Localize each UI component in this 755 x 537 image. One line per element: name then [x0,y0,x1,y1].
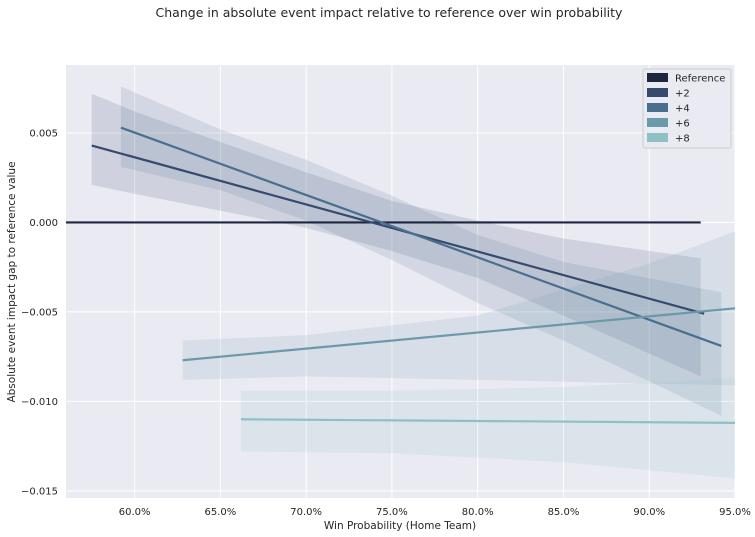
legend-label: +8 [675,134,690,145]
x-tick-label: 90.0% [633,507,665,518]
legend-swatch [647,133,668,142]
y-tick-labels: 0.005 0.000 −0.005 −0.010 −0.015 [21,128,58,497]
y-tick-label: 0.005 [29,128,58,139]
x-tick-label: 80.0% [462,507,494,518]
x-tick-label: 70.0% [290,507,322,518]
y-tick-label: −0.015 [21,486,58,497]
x-tick-label: 65.0% [204,507,236,518]
y-tick-label: −0.010 [21,397,58,408]
regression-lines [66,126,736,424]
band-plus8 [240,378,735,479]
legend-label: +4 [675,104,690,115]
legend-swatch [647,73,668,82]
plot-area [66,65,735,498]
x-tick-label: 60.0% [119,507,151,518]
line-plus6 [182,307,736,362]
y-axis-label: Absolute event impact gap to reference v… [6,161,18,402]
legend-swatch [647,88,668,97]
x-tick-label: 85.0% [548,507,580,518]
y-tick-label: −0.005 [21,307,58,318]
chart-title: Change in absolute event impact relative… [156,5,624,20]
y-tick-label: 0.000 [29,218,58,229]
legend-swatch [647,118,668,127]
legend: Reference +2 +4 +6 +8 [642,68,732,149]
x-tick-label: 95.0% [719,507,751,518]
legend-label: +2 [675,89,690,100]
x-axis-label: Win Probability (Home Team) [324,520,476,532]
band-plus4 [120,86,722,416]
line-plus4 [120,126,722,347]
legend-label: Reference [675,74,725,85]
line-plus2 [91,144,705,315]
x-tick-labels: 60.0% 65.0% 70.0% 75.0% 80.0% 85.0% 90.0% 95.0% [119,507,751,518]
band-plus2 [91,93,701,377]
legend-swatch [647,103,668,112]
line-plus8 [240,418,736,424]
x-tick-label: 75.0% [376,507,408,518]
legend-label: +6 [675,119,690,130]
